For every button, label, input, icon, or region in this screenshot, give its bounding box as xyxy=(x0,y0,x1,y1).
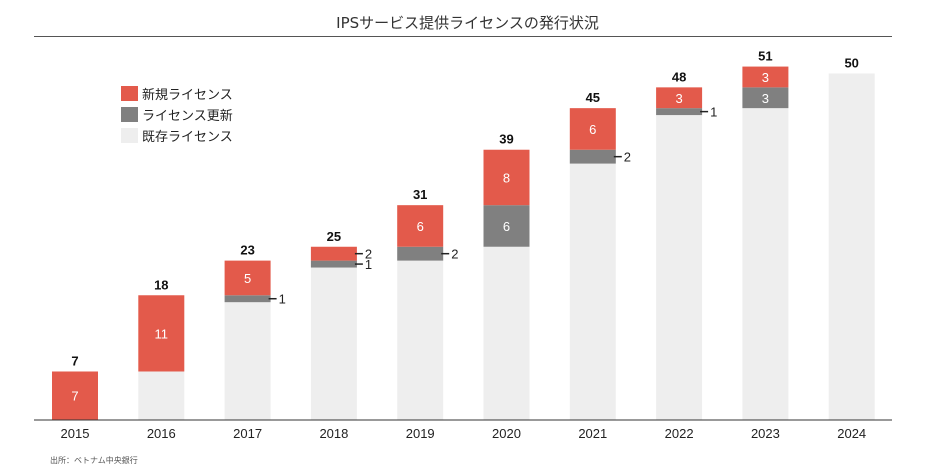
value-label-new-2019: 6 xyxy=(417,219,424,234)
bar-new-2019 xyxy=(397,205,444,247)
x-tick-label-2019: 2019 xyxy=(406,426,435,441)
bar-existing-2024 xyxy=(828,73,875,420)
x-tick-label-2022: 2022 xyxy=(665,426,694,441)
bar-new-2021 xyxy=(569,108,616,150)
x-tick-label-2016: 2016 xyxy=(147,426,176,441)
bar-renewal-2019 xyxy=(397,246,444,261)
value-label-renewal-2022: 1 xyxy=(710,105,717,120)
value-label-new-2022: 3 xyxy=(675,91,682,106)
value-label-renewal-2017: 1 xyxy=(279,292,286,307)
bar-renewal-2022 xyxy=(656,108,703,116)
bar-renewal-2018 xyxy=(310,260,357,268)
value-label-new-2015: 7 xyxy=(71,389,78,404)
total-label-2017: 23 xyxy=(240,243,254,258)
x-tick-label-2024: 2024 xyxy=(837,426,866,441)
legend-item-renewal: ライセンス更新 xyxy=(121,105,233,124)
total-label-2020: 39 xyxy=(499,132,513,147)
bar-existing-2023 xyxy=(742,108,789,421)
title-divider xyxy=(34,36,892,37)
value-label-renewal-2019: 2 xyxy=(451,247,458,262)
x-tick-label-2018: 2018 xyxy=(319,426,348,441)
bar-existing-2016 xyxy=(138,371,185,420)
value-label-renewal-2020: 6 xyxy=(503,219,510,234)
bar-existing-2019 xyxy=(397,260,444,420)
value-label-new-2016: 11 xyxy=(155,326,169,341)
legend-swatch-new xyxy=(121,86,138,101)
total-label-2021: 45 xyxy=(586,90,600,105)
value-label-new-2023: 3 xyxy=(762,70,769,85)
value-label-new-2020: 8 xyxy=(503,170,510,185)
value-label-new-2021: 6 xyxy=(589,122,596,137)
x-tick-label-2015: 2015 xyxy=(61,426,90,441)
total-label-2019: 31 xyxy=(413,187,427,202)
bar-existing-2017 xyxy=(224,302,271,420)
source-note: 出所：ベトナム中央銀行 xyxy=(50,456,138,465)
chart-title: IPSサービス提供ライセンスの発行状況 xyxy=(336,14,599,32)
x-tick-label-2023: 2023 xyxy=(751,426,780,441)
bar-new-2020 xyxy=(483,149,530,206)
legend-label-renewal: ライセンス更新 xyxy=(142,109,233,124)
total-label-2015: 7 xyxy=(71,353,78,368)
bar-renewal-2017 xyxy=(224,295,271,303)
legend-swatch-renewal xyxy=(121,107,138,122)
bar-renewal-2020 xyxy=(483,205,530,247)
x-tick-label-2021: 2021 xyxy=(578,426,607,441)
legend-item-new: 新規ライセンス xyxy=(121,84,233,103)
value-label-renewal-2021: 2 xyxy=(624,150,631,165)
value-label-new-2017: 5 xyxy=(244,271,251,286)
bar-new-2023 xyxy=(742,66,789,88)
bar-existing-2022 xyxy=(656,115,703,420)
value-label-renewal-2023: 3 xyxy=(762,91,769,106)
legend-item-existing: 既存ライセンス xyxy=(121,126,233,145)
bar-existing-2020 xyxy=(483,246,530,420)
legend-label-new: 新規ライセンス xyxy=(142,88,233,103)
total-label-2023: 51 xyxy=(758,49,772,64)
bar-new-2017 xyxy=(224,260,271,296)
total-label-2016: 18 xyxy=(154,277,168,292)
total-label-2018: 25 xyxy=(327,229,341,244)
bar-existing-2021 xyxy=(569,163,616,420)
bar-renewal-2023 xyxy=(742,87,789,109)
total-label-2022: 48 xyxy=(672,69,686,84)
x-tick-label-2017: 2017 xyxy=(233,426,262,441)
value-label-new-2018: 2 xyxy=(365,247,372,262)
bar-new-2015 xyxy=(52,371,98,420)
legend-swatch-existing xyxy=(121,128,138,143)
bar-new-2018 xyxy=(310,246,357,261)
total-label-2024: 50 xyxy=(844,56,858,71)
legend-label-existing: 既存ライセンス xyxy=(142,130,233,145)
bar-renewal-2021 xyxy=(569,149,616,164)
x-tick-label-2020: 2020 xyxy=(492,426,521,441)
value-label-renewal-2018: 1 xyxy=(365,257,372,272)
bar-existing-2018 xyxy=(310,267,357,420)
bar-new-2016 xyxy=(138,295,185,372)
bar-new-2022 xyxy=(656,87,703,109)
